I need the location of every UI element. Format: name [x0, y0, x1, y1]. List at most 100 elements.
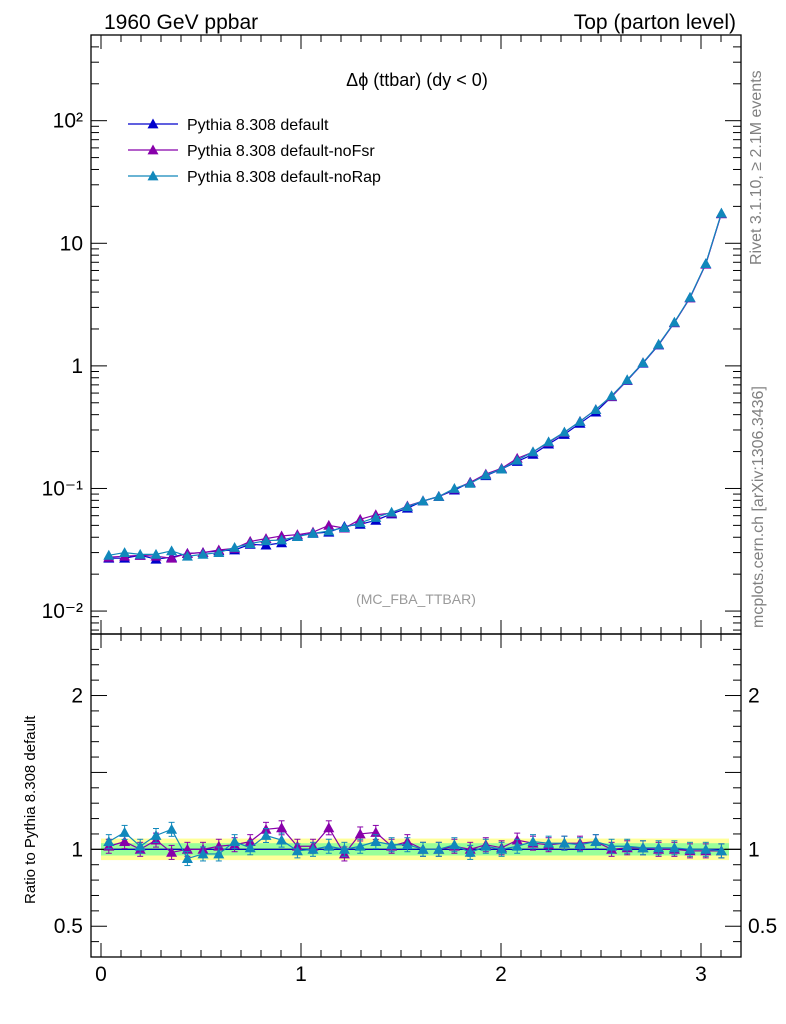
ratio-point: [307, 843, 319, 854]
ratio-point: [370, 836, 382, 847]
ratio-point: [527, 836, 539, 847]
main-point: [354, 517, 366, 528]
legend-label: Pythia 8.308 default-noFsr: [187, 143, 375, 160]
main-point: [291, 531, 303, 541]
ratio-series-line-2: [108, 828, 722, 860]
main-point: [103, 549, 115, 560]
ratio-point: [637, 842, 649, 853]
ratio-ylabel: Ratio to Pythia 8.308 default: [22, 715, 39, 904]
main-panel: 10⁻² 10⁻¹ 1 10 10²: [42, 34, 742, 635]
legend-label: Pythia 8.308 default: [187, 117, 329, 134]
ratio-point: [684, 843, 696, 854]
ratio-point: [213, 840, 225, 851]
ratio-point: [181, 853, 193, 863]
main-point: [307, 527, 319, 538]
main-point: [276, 534, 288, 545]
main-point: [621, 374, 633, 385]
ratio-point: [103, 836, 115, 847]
ratio-point: [386, 839, 398, 850]
main-point: [700, 258, 712, 268]
main-point: [338, 522, 350, 532]
ratio-y-tick-label-right: 1: [748, 838, 760, 861]
ratio-point: [323, 822, 335, 833]
watermark: (MC_FBA_TTBAR): [356, 591, 476, 607]
ratio-point: [574, 839, 586, 850]
ratio-point: [213, 848, 225, 859]
ratio-point: [338, 843, 350, 854]
legend-label: Pythia 8.308 default-noRap: [187, 169, 381, 186]
main-point: [543, 436, 555, 447]
legend: Pythia 8.308 default Pythia 8.308 default…: [128, 117, 381, 186]
main-point: [166, 545, 178, 556]
y-tick-label: 1: [71, 355, 83, 378]
ratio-y-tick-label: 0.5: [54, 915, 83, 938]
main-point: [558, 426, 570, 437]
y-tick-label: 10²: [53, 110, 83, 133]
ratio-point: [464, 846, 476, 857]
ratio-point: [417, 843, 429, 854]
main-point: [511, 454, 523, 465]
ratio-point: [590, 836, 602, 847]
mcplots-label: mcplots.cern.ch [arXiv:1306.3436]: [750, 386, 767, 628]
main-series-line-0: [108, 213, 722, 560]
main-point: [260, 535, 272, 546]
main-point: [606, 390, 618, 401]
ratio-point: [606, 840, 618, 851]
ratio-panel: 0 1 2 3 0.5 0.5 1 1 2 2: [54, 633, 777, 986]
ratio-y-tick-label: 2: [71, 685, 83, 708]
legend-marker: [147, 144, 159, 155]
main-point: [480, 469, 492, 480]
ratio-point: [119, 836, 131, 847]
main-point: [229, 541, 241, 552]
main-point: [119, 547, 131, 557]
main-point: [213, 547, 225, 557]
main-point: [668, 316, 680, 327]
y-tick-label: 10⁻²: [42, 600, 83, 623]
ratio-point: [166, 846, 178, 857]
ratio-point: [229, 836, 241, 847]
ratio-point: [543, 837, 555, 848]
main-point: [370, 511, 382, 522]
x-tick-label: 1: [295, 963, 307, 986]
ratio-y-tick-label: 1: [71, 838, 83, 861]
main-point: [527, 446, 539, 457]
main-point: [386, 506, 398, 517]
ratio-y-tick-label-right: 2: [748, 685, 760, 708]
x-tick-label: 0: [95, 963, 107, 986]
main-point: [653, 338, 665, 349]
ratio-point: [166, 823, 178, 834]
ratio-point: [511, 840, 523, 851]
main-point: [637, 357, 649, 368]
main-point: [181, 550, 193, 561]
main-point: [244, 538, 256, 549]
legend-marker: [147, 118, 159, 129]
ratio-y-tick-label-right: 0.5: [748, 915, 777, 938]
main-point: [684, 291, 696, 302]
ratio-point: [291, 845, 303, 856]
main-title: Δϕ (ttbar) (dy < 0): [346, 70, 488, 90]
ratio-point: [715, 845, 727, 856]
main-point: [574, 415, 586, 426]
main-point: [150, 548, 162, 559]
ratio-point: [448, 839, 460, 850]
ratio-point: [276, 822, 288, 833]
ratio-point: [354, 828, 366, 839]
ratio-point: [197, 848, 209, 859]
main-point: [448, 482, 460, 493]
y-tick-label: 10: [60, 232, 83, 255]
ratio-point: [558, 837, 570, 848]
header-left: 1960 GeV ppbar: [104, 11, 258, 34]
legend-marker: [147, 170, 159, 181]
main-point: [197, 548, 209, 559]
main-point: [134, 548, 146, 559]
ratio-point: [323, 840, 335, 851]
y-tick-label: 10⁻¹: [42, 477, 83, 500]
ratio-point: [433, 843, 445, 854]
main-point: [417, 495, 429, 506]
header-right: Top (parton level): [574, 11, 736, 34]
ratio-point: [700, 843, 712, 854]
x-tick-label: 2: [495, 963, 507, 986]
main-point: [323, 519, 335, 530]
ratio-point: [119, 826, 131, 837]
ratio-point: [668, 842, 680, 853]
